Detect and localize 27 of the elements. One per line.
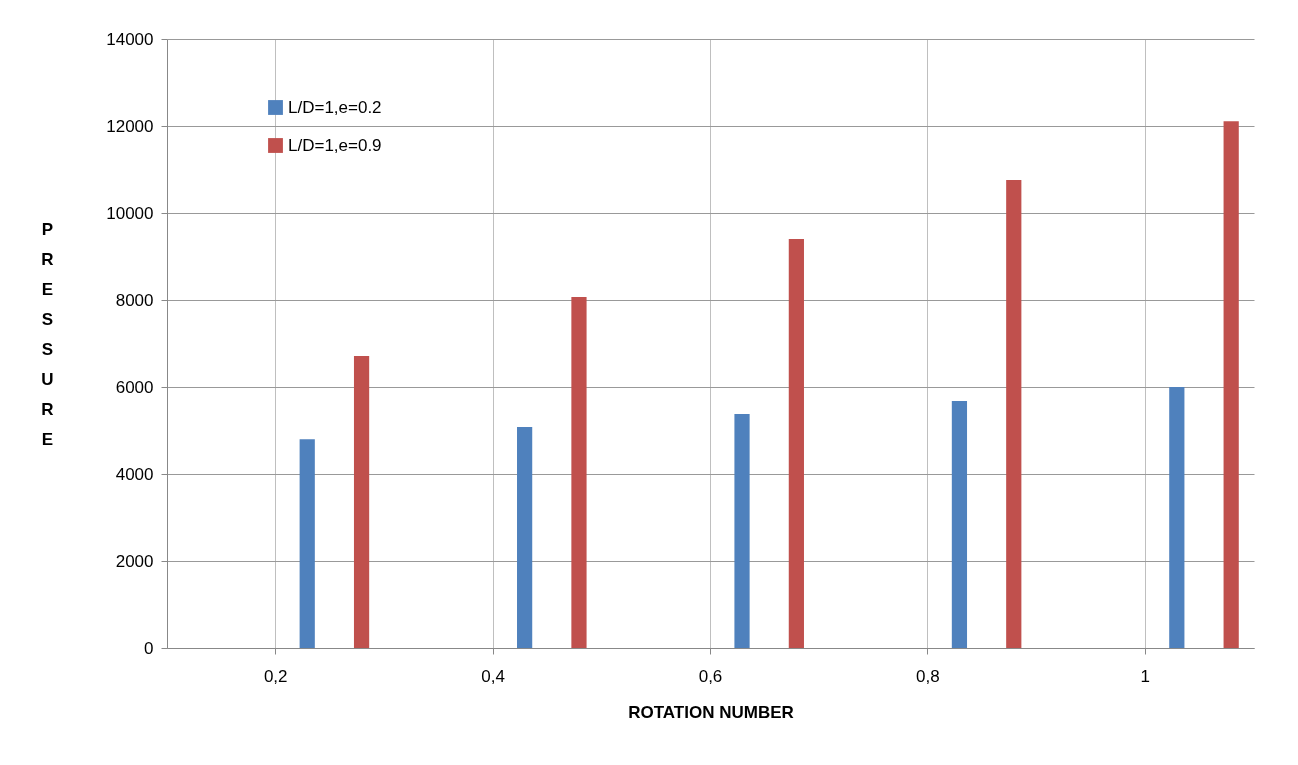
y-tick-label: 0 [144,638,154,658]
bar [951,400,968,648]
y-tick-label: 6000 [115,377,154,397]
bar [1223,121,1239,648]
x-axis-title: ROTATION NUMBER [628,702,794,722]
bar [517,427,533,648]
x-tick-label: 0,8 [916,666,940,686]
bar [1006,179,1022,648]
y-axis-title: PRESSURE [41,219,54,449]
x-tick-label: 0,4 [481,666,505,686]
x-tick-label: 1 [1140,666,1151,686]
y-tick-label: 8000 [115,290,154,310]
y-tick-label: 14000 [106,29,154,49]
y-tick-label: 4000 [115,464,154,484]
bar [788,239,804,648]
legend-label: L/D=1,e=0.2 [288,97,382,117]
bar [353,356,370,648]
x-tick-label: 0,2 [263,666,288,686]
bar [299,439,315,648]
x-tick-label: 0,6 [698,666,723,686]
legend-label: L/D=1,e=0.9 [288,135,382,155]
bar [571,296,587,648]
y-tick-label: 10000 [106,203,154,223]
y-tick-label: 12000 [106,116,154,136]
bar [1169,387,1185,648]
bar [734,413,750,648]
y-tick-label: 2000 [115,551,154,571]
